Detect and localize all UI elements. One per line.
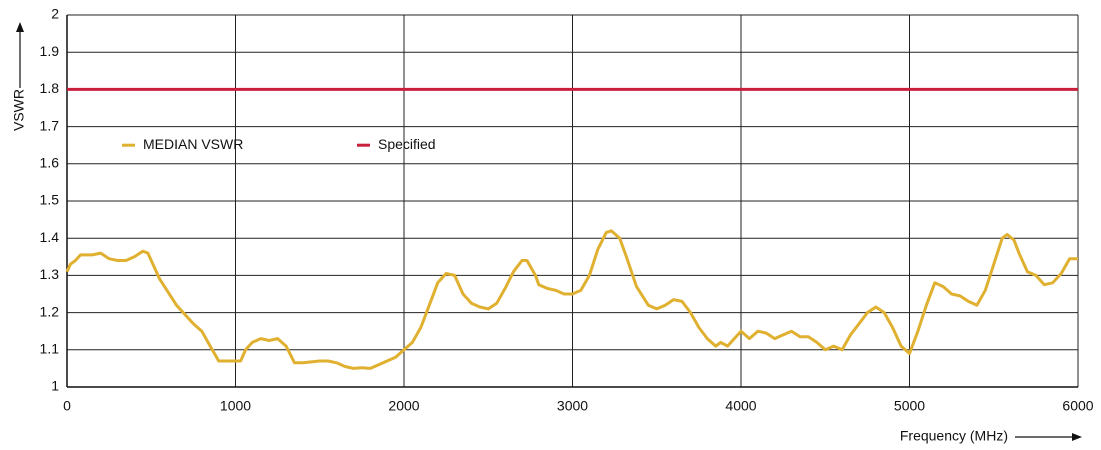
y-tick-label: 1.3 [40, 266, 60, 282]
legend-label: Specified [378, 136, 436, 152]
x-tick-label: 0 [63, 398, 71, 414]
x-axis-label: Frequency (MHz) [900, 428, 1008, 444]
y-tick-label: 1.5 [40, 192, 60, 208]
y-tick-label: 1.2 [40, 303, 60, 319]
y-axis-arrowhead [16, 22, 24, 32]
y-tick-label: 1.6 [40, 155, 60, 171]
y-tick-label: 1.7 [40, 117, 60, 133]
y-axis-label: VSWR [11, 89, 27, 131]
x-tick-label: 2000 [388, 398, 419, 414]
y-tick-label: 1.4 [40, 229, 60, 245]
x-tick-label: 3000 [557, 398, 588, 414]
x-tick-label: 1000 [220, 398, 251, 414]
y-tick-label: 1.8 [40, 80, 60, 96]
y-tick-label: 1.1 [40, 341, 60, 357]
legend-label: MEDIAN VSWR [143, 136, 243, 152]
x-tick-label: 5000 [894, 398, 925, 414]
series-line [65, 229, 1078, 370]
y-tick-label: 1.9 [40, 43, 60, 59]
y-tick-label: 2 [51, 6, 59, 22]
y-tick-label: 1 [51, 378, 59, 394]
x-tick-label: 4000 [725, 398, 756, 414]
x-axis-arrowhead [1072, 433, 1082, 441]
x-tick-label: 6000 [1062, 398, 1093, 414]
